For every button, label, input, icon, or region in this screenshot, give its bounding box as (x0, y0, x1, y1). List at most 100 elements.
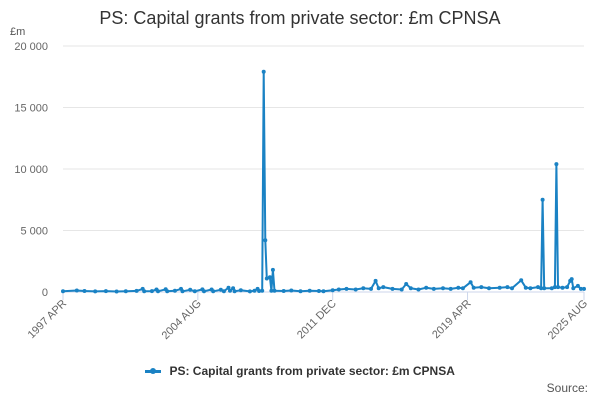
data-point[interactable] (149, 289, 154, 294)
data-point[interactable] (74, 288, 79, 293)
data-point[interactable] (582, 286, 586, 291)
data-point[interactable] (575, 283, 580, 288)
data-point[interactable] (272, 288, 277, 293)
data-point[interactable] (267, 275, 272, 280)
data-point[interactable] (264, 276, 269, 281)
source-label[interactable]: Source: (546, 381, 588, 395)
data-point[interactable] (373, 278, 378, 283)
data-point[interactable] (263, 238, 268, 243)
x-axis-tick-labels: 1997 APR 2004 AUG 2011 DEC 2019 APR 2025 AUG (26, 292, 590, 342)
y-tick-label: 15 000 (14, 103, 48, 115)
data-point[interactable] (336, 287, 341, 292)
data-point[interactable] (142, 289, 147, 294)
x-tick-label: 2011 DEC (295, 298, 339, 342)
data-point[interactable] (497, 285, 502, 290)
data-point[interactable] (376, 286, 381, 291)
data-point[interactable] (549, 286, 554, 291)
x-tick-label: 2019 APR (430, 298, 474, 342)
data-point[interactable] (192, 289, 197, 294)
data-point[interactable] (165, 289, 170, 294)
data-point[interactable] (257, 289, 262, 293)
data-point[interactable] (260, 288, 265, 293)
data-point[interactable] (424, 285, 429, 290)
data-point[interactable] (408, 286, 413, 291)
data-point[interactable] (321, 289, 326, 294)
y-tick-label: 10 000 (14, 164, 48, 176)
data-point[interactable] (93, 289, 98, 294)
data-point[interactable] (528, 286, 533, 291)
data-point[interactable] (404, 282, 409, 286)
data-point[interactable] (134, 288, 139, 293)
data-point[interactable] (188, 287, 193, 292)
data-point[interactable] (441, 286, 445, 291)
data-point[interactable] (448, 286, 453, 291)
data-point[interactable] (221, 289, 226, 294)
data-point[interactable] (361, 286, 366, 291)
data-point[interactable] (381, 285, 386, 290)
data-point[interactable] (571, 286, 576, 291)
data-point[interactable] (431, 286, 436, 291)
data-point[interactable] (578, 286, 583, 291)
data-point[interactable] (344, 286, 349, 291)
data-point[interactable] (487, 286, 491, 291)
data-point[interactable] (238, 288, 243, 293)
data-point[interactable] (156, 289, 160, 294)
data-point[interactable] (399, 287, 404, 292)
legend-series-label: PS: Capital grants from private sector: … (169, 364, 455, 378)
data-point[interactable] (552, 285, 557, 290)
data-point[interactable] (307, 288, 312, 293)
data-point[interactable] (460, 286, 465, 291)
data-point[interactable] (456, 285, 461, 290)
x-tick-label: 1997 APR (26, 298, 70, 342)
data-point[interactable] (202, 289, 206, 294)
data-point[interactable] (565, 285, 570, 290)
series-line[interactable] (62, 70, 584, 293)
data-point[interactable] (180, 289, 185, 294)
data-point[interactable] (510, 286, 514, 291)
data-point[interactable] (247, 289, 252, 294)
data-point[interactable] (232, 289, 237, 294)
data-point[interactable] (353, 287, 358, 292)
data-point[interactable] (211, 289, 216, 294)
x-tick-label: 2004 AUG (160, 298, 204, 342)
data-point[interactable] (316, 289, 321, 293)
data-point[interactable] (505, 285, 510, 290)
legend[interactable]: PS: Capital grants from private sector: … (0, 364, 600, 378)
data-point[interactable] (281, 289, 286, 293)
data-point[interactable] (289, 288, 294, 293)
data-point[interactable] (569, 277, 574, 282)
data-point[interactable] (172, 288, 177, 293)
data-point[interactable] (416, 287, 421, 292)
data-point[interactable] (540, 197, 545, 202)
data-point[interactable] (298, 289, 303, 294)
data-point[interactable] (523, 285, 528, 290)
data-point[interactable] (269, 288, 274, 293)
data-point[interactable] (330, 288, 335, 293)
data-point[interactable] (114, 289, 119, 294)
data-point[interactable] (554, 162, 559, 167)
data-point[interactable] (536, 285, 540, 290)
data-point[interactable] (228, 288, 232, 293)
data-point[interactable] (542, 286, 547, 291)
data-point[interactable] (123, 289, 128, 294)
data-point[interactable] (390, 286, 395, 291)
data-point[interactable] (369, 286, 373, 291)
data-point[interactable] (82, 289, 87, 293)
data-point[interactable] (226, 285, 231, 290)
data-point[interactable] (103, 289, 108, 294)
data-point[interactable] (218, 287, 223, 292)
y-tick-label: 0 (42, 287, 48, 299)
data-point[interactable] (252, 288, 257, 293)
data-point[interactable] (519, 278, 524, 283)
data-point[interactable] (556, 285, 560, 290)
data-point[interactable] (539, 286, 544, 291)
data-point[interactable] (231, 286, 236, 291)
data-point[interactable] (468, 280, 473, 285)
data-point[interactable] (61, 289, 65, 294)
data-point[interactable] (471, 285, 476, 290)
data-point[interactable] (270, 267, 275, 272)
data-point[interactable] (560, 285, 565, 290)
data-point[interactable] (261, 69, 266, 74)
data-point[interactable] (479, 285, 484, 290)
